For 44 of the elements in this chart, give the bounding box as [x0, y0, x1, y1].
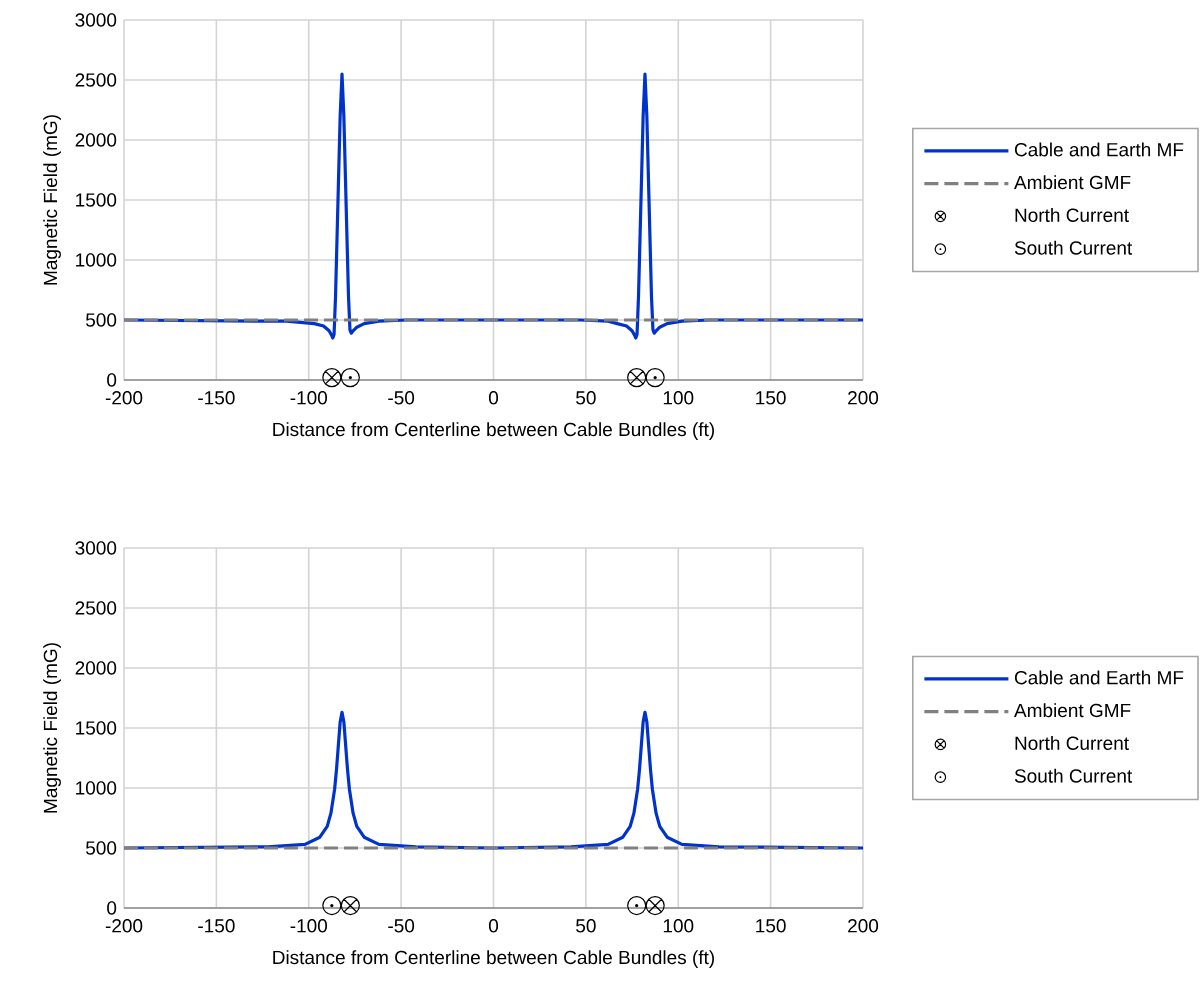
- x-tick-label: 50: [576, 919, 596, 933]
- legend-label: Ambient GMF: [1014, 175, 1131, 190]
- x-axis-title: Distance from Centerline between Cable Bundles (ft): [273, 950, 714, 968]
- y-tick-label: 0: [107, 373, 117, 387]
- y-tick-label: 500: [85, 841, 117, 855]
- y-tick-label: 1500: [76, 193, 117, 207]
- x-tick-label: 0: [488, 391, 499, 405]
- x-tick-label: -50: [388, 919, 415, 933]
- x-tick-label: -100: [290, 391, 328, 405]
- x-tick-label: -50: [388, 391, 415, 405]
- legend-label: Cable and Earth MF: [1014, 142, 1184, 157]
- x-tick-label: 150: [756, 919, 786, 933]
- text: North Current: [1015, 735, 1129, 750]
- y-tick-label: 0: [107, 901, 117, 915]
- y-tick-label: 500: [85, 313, 117, 327]
- x-tick-label: -150: [198, 391, 235, 405]
- y-axis-title: Magnetic Field (mG): [43, 115, 61, 285]
- y-tick-label: 2500: [75, 73, 117, 87]
- y-tick-label: 3000: [75, 13, 117, 27]
- y-tick-label: 1000: [76, 253, 117, 267]
- x-tick-label: 100: [663, 919, 694, 933]
- text: South Current: [1014, 240, 1133, 255]
- x-tick-label: -200: [105, 391, 143, 405]
- y-tick-label: 2500: [75, 601, 117, 615]
- y-axis-title: Magnetic Field (mG): [43, 643, 61, 813]
- text: South Current: [1014, 768, 1133, 783]
- x-tick-label: -100: [290, 919, 328, 933]
- x-axis-title: Distance from Centerline between Cable Bundles (ft): [273, 422, 714, 440]
- x-tick-label: 50: [576, 391, 596, 405]
- x-tick-label: 100: [663, 391, 694, 405]
- x-tick-label: 0: [488, 919, 499, 933]
- y-tick-label: 2000: [75, 661, 117, 675]
- x-tick-label: 150: [756, 391, 786, 405]
- y-tick-label: 1500: [76, 721, 117, 735]
- y-tick-label: 2000: [75, 133, 117, 147]
- x-tick-label: 200: [848, 919, 879, 933]
- y-tick-label: 1000: [76, 781, 117, 795]
- x-tick-label: -150: [198, 919, 235, 933]
- legend-label: Ambient GMF: [1014, 703, 1131, 718]
- y-tick-label: 3000: [75, 541, 117, 555]
- x-tick-label: 200: [848, 391, 879, 405]
- legend-label: Cable and Earth MF: [1014, 670, 1184, 685]
- text: North Current: [1015, 207, 1129, 222]
- x-tick-label: -200: [105, 919, 143, 933]
